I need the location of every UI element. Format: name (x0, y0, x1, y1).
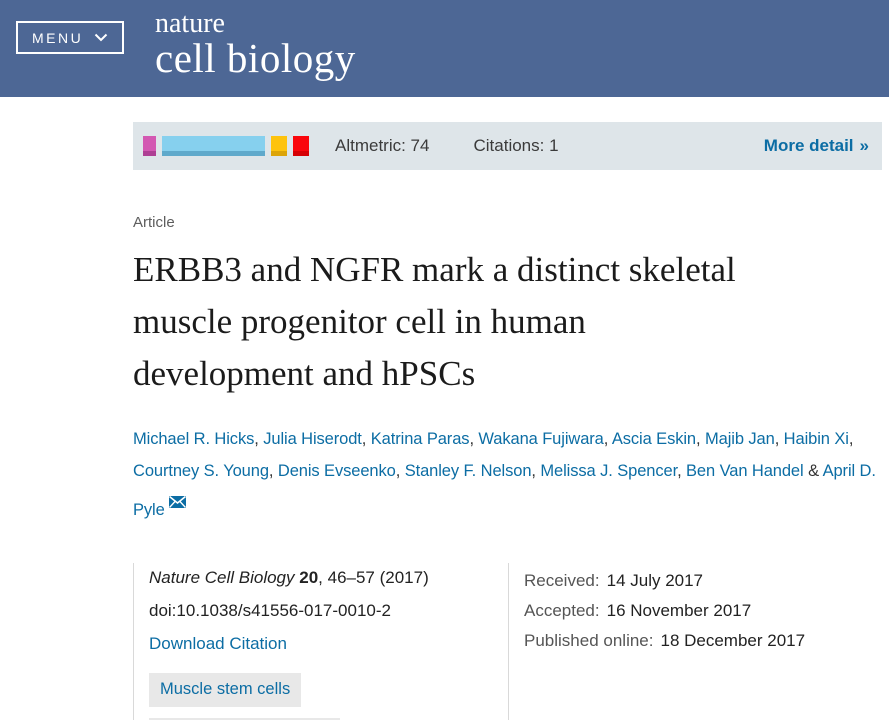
journal-logo-nature: nature (155, 8, 225, 39)
author-link[interactable]: Denis Evseenko (277, 462, 396, 480)
citation-panel: Nature Cell Biology 20, 46–57 (2017) doi… (133, 563, 508, 720)
author-link[interactable]: Katrina Paras (370, 430, 470, 448)
doi: doi:10.1038/s41556-017-0010-2 (149, 601, 391, 620)
author-separator: , (677, 462, 687, 480)
history-date-value: 16 November 2017 (606, 601, 752, 620)
history-date-label: Accepted: (524, 601, 600, 620)
history-date-row: Accepted: 16 November 2017 (524, 596, 882, 626)
author-link[interactable]: Ben Van Handel (686, 462, 804, 480)
altmetric-segment-amber (271, 136, 287, 156)
main-content: Altmetric: 74 Citations: 1 More detail» … (133, 122, 882, 720)
author-link[interactable]: Stanley F. Nelson (404, 462, 532, 480)
author-separator: , (531, 462, 541, 480)
download-citation-link[interactable]: Download Citation (149, 634, 287, 653)
double-chevron-right-icon: » (859, 136, 869, 155)
altmetric-badge (143, 136, 315, 156)
author-separator: , (254, 430, 264, 448)
subject-tag[interactable]: Muscle stem cells (149, 673, 302, 707)
altmetric-bar: Altmetric: 74 Citations: 1 More detail» (133, 122, 882, 170)
site-header: MENU nature cell biology (0, 0, 889, 97)
citation-line: Nature Cell Biology 20, 46–57 (2017) (149, 568, 490, 588)
author-list: Michael R. Hicks, Julia Hiserodt, Katrin… (133, 423, 882, 526)
history-date-label: Received: (524, 571, 600, 590)
citations-count: Citations: 1 (473, 136, 559, 155)
history-date-value: 14 July 2017 (606, 571, 704, 590)
history-date-label: Published online: (524, 631, 654, 650)
author-link[interactable]: Melissa J. Spencer (540, 462, 678, 480)
article-title-line: development and hPSCs (133, 354, 476, 393)
menu-button[interactable]: MENU (16, 21, 125, 54)
history-date-row: Published online: 18 December 2017 (524, 626, 882, 656)
author-link[interactable]: Wakana Fujiwara (478, 430, 604, 448)
more-detail-link[interactable]: More detail» (763, 136, 869, 155)
article-title-line: muscle progenitor cell in human (133, 302, 586, 341)
author-link[interactable]: Majib Jan (704, 430, 775, 448)
subject-tag[interactable]: Regenerative medicine (149, 718, 340, 720)
altmetric-segment-magenta (143, 136, 156, 156)
author-separator: , (361, 430, 371, 448)
article-meta: Nature Cell Biology 20, 46–57 (2017) doi… (133, 563, 882, 720)
volume-number: 20 (299, 568, 319, 587)
history-date-value: 18 December 2017 (660, 631, 806, 650)
author-separator: , (774, 430, 784, 448)
history-date-row: Received: 14 July 2017 (524, 566, 882, 596)
author-link[interactable]: Haibin Xi (783, 430, 849, 448)
author-link[interactable]: Ascia Eskin (611, 430, 697, 448)
altmetric-segment-sky-blue (162, 136, 265, 156)
author-separator: , (848, 430, 854, 448)
journal-logo-cell-biology: cell biology (155, 35, 356, 81)
author-separator: , (395, 462, 405, 480)
author-separator: , (696, 430, 705, 448)
author-link[interactable]: April D. Pyle (133, 462, 876, 519)
author-link[interactable]: Courtney S. Young (133, 462, 269, 480)
author-separator: & (803, 462, 823, 480)
pages-and-year: , 46–57 (2017) (318, 568, 429, 587)
article-type-label: Article (133, 214, 175, 231)
author-separator: , (603, 430, 612, 448)
author-link[interactable]: Michael R. Hicks (133, 430, 255, 448)
menu-button-label: MENU (32, 29, 84, 46)
author-link[interactable]: Julia Hiserodt (263, 430, 362, 448)
article-title-line: ERBB3 and NGFR mark a distinct skeletal (133, 250, 736, 289)
altmetric-score: Altmetric: 74 (335, 136, 430, 155)
journal-name: Nature Cell Biology (149, 568, 295, 587)
altmetric-segment-red (293, 136, 309, 156)
journal-logo[interactable]: nature cell biology (155, 8, 356, 81)
author-separator: , (469, 430, 479, 448)
email-icon[interactable] (168, 487, 186, 519)
article-title: ERBB3 and NGFR mark a distinct skeletal … (133, 244, 882, 400)
subject-tags: Muscle stem cellsRegenerative medicineSt… (149, 673, 490, 720)
history-dates-panel: Received: 14 July 2017 Accepted: 16 Novembe… (508, 563, 882, 720)
chevron-down-icon (95, 33, 108, 42)
author-separator: , (268, 462, 278, 480)
